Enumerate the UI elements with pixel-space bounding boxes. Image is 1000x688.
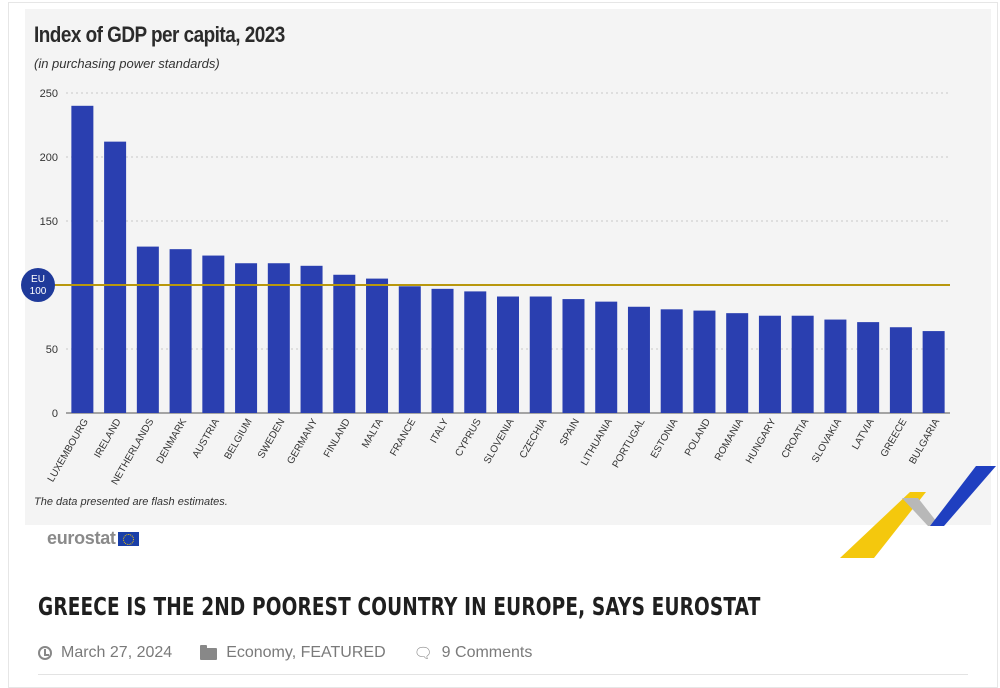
bar — [333, 274, 356, 413]
x-tick-label: GREECE — [879, 417, 910, 459]
eu-badge — [21, 268, 55, 302]
x-tick-label: SLOVAKIA — [810, 417, 844, 465]
bar — [104, 141, 127, 413]
y-tick-label: 50 — [46, 344, 58, 356]
post-date-text: March 27, 2024 — [61, 644, 173, 661]
bar — [693, 310, 716, 413]
x-tick-label: MALTA — [360, 417, 386, 450]
chart-subtitle: (in purchasing power standards) — [34, 56, 220, 71]
comments-icon: 🗨 — [413, 644, 433, 662]
eu-badge-value: 100 — [30, 286, 47, 297]
x-tick-label: HUNGARY — [744, 417, 779, 466]
bar — [562, 299, 585, 413]
bar — [791, 315, 814, 413]
bar — [824, 319, 847, 413]
x-tick-label: BULGARIA — [907, 417, 942, 467]
y-tick-label: 0 — [52, 408, 58, 420]
x-tick-label: POLAND — [683, 417, 713, 458]
clock-icon — [38, 646, 52, 660]
x-tick-label: SPAIN — [558, 417, 582, 448]
x-tick-label: BELGIUM — [223, 417, 255, 461]
chart-footnote: The data presented are flash estimates. — [34, 496, 228, 508]
x-tick-label: SWEDEN — [256, 417, 287, 461]
x-tick-label: GERMANY — [285, 417, 320, 467]
y-tick-label: 150 — [40, 216, 58, 228]
x-tick-label: CYPRUS — [453, 417, 484, 459]
x-tick-label: IRELAND — [93, 417, 124, 460]
bar — [366, 278, 389, 413]
eurostat-logo: eurostat — [47, 528, 139, 549]
post-categories: Economy, FEATURED — [200, 644, 386, 662]
bar — [660, 309, 683, 413]
x-tick-label: AUSTRIA — [191, 417, 222, 460]
bar — [627, 306, 650, 413]
post-comments: 🗨 9 Comments — [414, 644, 533, 662]
folder-icon — [200, 645, 218, 660]
comments-link[interactable]: 9 Comments — [441, 644, 533, 661]
bar — [497, 296, 519, 413]
bar — [235, 263, 258, 413]
x-tick-label: CZECHIA — [518, 417, 550, 461]
x-tick-label: LITHUANIA — [579, 417, 615, 468]
bar — [889, 327, 912, 413]
category-links[interactable]: Economy, FEATURED — [226, 644, 386, 661]
x-tick-label: FINLAND — [322, 417, 353, 460]
bar — [431, 288, 454, 413]
bar — [300, 265, 323, 413]
bar — [169, 249, 192, 413]
bar — [71, 105, 94, 414]
eu-flag-icon — [117, 531, 139, 546]
meta-divider — [38, 674, 968, 675]
bar — [726, 313, 749, 413]
x-tick-label: CROATIA — [780, 417, 812, 461]
x-tick-label: ESTONIA — [649, 417, 681, 461]
decorative-stripes — [840, 466, 996, 558]
x-tick-label: PORTUGAL — [611, 417, 648, 470]
bar — [464, 291, 487, 413]
y-tick-label: 250 — [40, 88, 58, 100]
post-meta: March 27, 2024 Economy, FEATURED 🗨 9 Com… — [38, 644, 560, 662]
bar — [267, 263, 290, 413]
x-tick-label: ROMANIA — [713, 417, 746, 463]
bar — [857, 322, 880, 413]
eu-badge-label: EU — [31, 274, 45, 285]
bar — [758, 315, 781, 413]
eurostat-logo-text: eurostat — [47, 528, 116, 548]
bar — [398, 286, 421, 413]
bar — [202, 255, 225, 413]
x-tick-label: LUXEMBOURG — [46, 417, 91, 484]
x-tick-label: ITALY — [428, 417, 451, 446]
x-tick-label: DENMARK — [155, 417, 190, 466]
bar — [922, 331, 945, 413]
article-headline[interactable]: GREECE IS THE 2ND POOREST COUNTRY IN EUR… — [38, 592, 761, 621]
x-tick-label: SLOVENIA — [482, 417, 517, 466]
bar — [595, 301, 618, 413]
bar — [136, 246, 159, 413]
y-tick-label: 200 — [40, 152, 58, 164]
chart-title: Index of GDP per capita, 2023 — [34, 22, 285, 47]
x-tick-label: LATVIA — [850, 417, 877, 452]
x-tick-label: FRANCE — [388, 417, 418, 458]
bar — [529, 296, 552, 413]
post-date: March 27, 2024 — [38, 644, 172, 662]
